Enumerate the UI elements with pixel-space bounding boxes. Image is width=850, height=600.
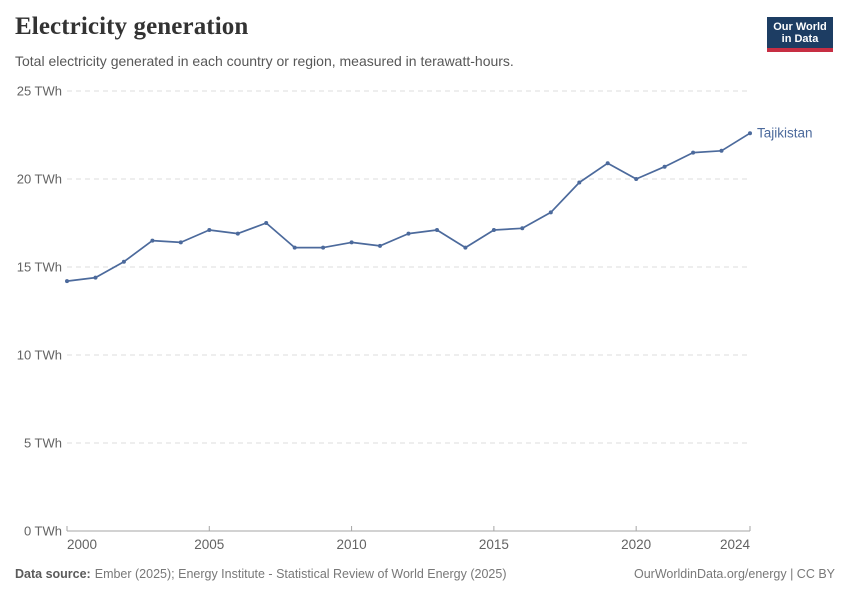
series-label[interactable]: Tajikistan (757, 126, 813, 141)
y-axis-tick-label: 25 TWh (17, 84, 62, 99)
data-point[interactable] (605, 161, 610, 166)
data-point[interactable] (207, 228, 212, 232)
license-note[interactable]: OurWorldinData.org/energy | CC BY (633, 567, 835, 581)
data-point[interactable] (292, 245, 297, 250)
owid-logo[interactable]: Our World in Data (767, 17, 833, 52)
data-point[interactable] (93, 275, 98, 280)
data-point[interactable] (748, 131, 752, 136)
data-point[interactable] (520, 226, 525, 231)
data-point[interactable] (178, 240, 183, 245)
page-title: Electricity generation (15, 13, 249, 40)
data-point[interactable] (634, 177, 639, 181)
data-point[interactable] (321, 245, 326, 250)
data-point[interactable] (349, 240, 354, 245)
x-axis-tick-label: 2024 (720, 537, 751, 552)
y-axis-tick-label: 15 TWh (17, 260, 62, 275)
owid-logo-line1: Our World (773, 21, 827, 33)
x-axis-tick-label: 2010 (337, 537, 367, 552)
data-source-label: Data source: (15, 567, 91, 581)
x-axis-tick-label: 2015 (479, 537, 509, 552)
data-point[interactable] (691, 150, 696, 155)
owid-logo-line2: in Data (781, 33, 819, 45)
y-axis-tick-label: 0 TWh (24, 524, 62, 539)
x-axis-tick-label: 2000 (67, 537, 97, 552)
data-point[interactable] (435, 228, 439, 232)
x-axis-tick-label: 2005 (194, 537, 224, 552)
chart-subtitle: Total electricity generated in each coun… (15, 53, 514, 69)
data-source-text: Ember (2025); Energy Institute - Statist… (94, 567, 507, 581)
y-axis-tick-label: 10 TWh (17, 348, 62, 363)
data-source: Data source: Ember (2025); Energy Institu… (15, 567, 506, 581)
data-point[interactable] (121, 259, 126, 264)
data-point[interactable] (491, 228, 496, 232)
data-point[interactable] (150, 238, 155, 243)
data-point[interactable] (463, 245, 468, 250)
y-axis-tick-label: 20 TWh (17, 172, 62, 187)
chart-footer: Data source: Ember (2025); Energy Institu… (15, 567, 835, 581)
data-point[interactable] (548, 210, 553, 215)
data-point[interactable] (65, 279, 69, 284)
data-point[interactable] (406, 231, 411, 236)
data-point[interactable] (264, 221, 269, 225)
series-line (66, 132, 751, 282)
data-point[interactable] (577, 180, 582, 185)
data-point[interactable] (662, 164, 667, 169)
data-point[interactable] (719, 148, 724, 153)
x-axis-tick-label: 2020 (621, 537, 651, 552)
y-axis-tick-label: 5 TWh (24, 436, 62, 451)
data-point[interactable] (378, 243, 382, 248)
data-point[interactable] (235, 231, 240, 236)
